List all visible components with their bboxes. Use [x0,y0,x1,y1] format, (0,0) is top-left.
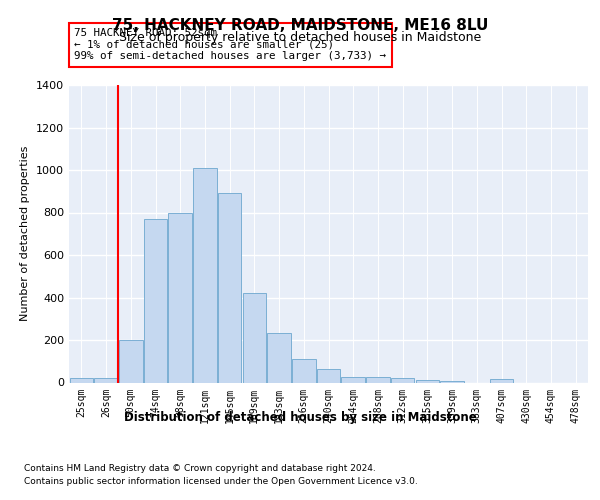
Text: Contains HM Land Registry data © Crown copyright and database right 2024.: Contains HM Land Registry data © Crown c… [24,464,376,473]
Bar [218,194,241,382]
Bar [391,378,415,382]
Bar [490,380,513,382]
Text: Contains public sector information licensed under the Open Government Licence v3: Contains public sector information licen… [24,478,418,486]
Bar [341,377,365,382]
Bar [268,332,291,382]
Text: Distribution of detached houses by size in Maidstone: Distribution of detached houses by size … [124,411,476,424]
Text: Size of property relative to detached houses in Maidstone: Size of property relative to detached ho… [119,31,481,44]
Text: 75 HACKNEY ROAD: 52sqm
← 1% of detached houses are smaller (25)
99% of semi-deta: 75 HACKNEY ROAD: 52sqm ← 1% of detached … [74,28,386,61]
Bar [70,378,93,382]
Bar [94,378,118,382]
Text: 75, HACKNEY ROAD, MAIDSTONE, ME16 8LU: 75, HACKNEY ROAD, MAIDSTONE, ME16 8LU [112,18,488,32]
Bar [416,380,439,382]
Bar [317,368,340,382]
Bar [119,340,143,382]
Bar [242,293,266,382]
Bar [366,377,389,382]
Bar [169,212,192,382]
Bar [193,168,217,382]
Bar [292,359,316,382]
Y-axis label: Number of detached properties: Number of detached properties [20,146,31,322]
Bar [144,219,167,382]
